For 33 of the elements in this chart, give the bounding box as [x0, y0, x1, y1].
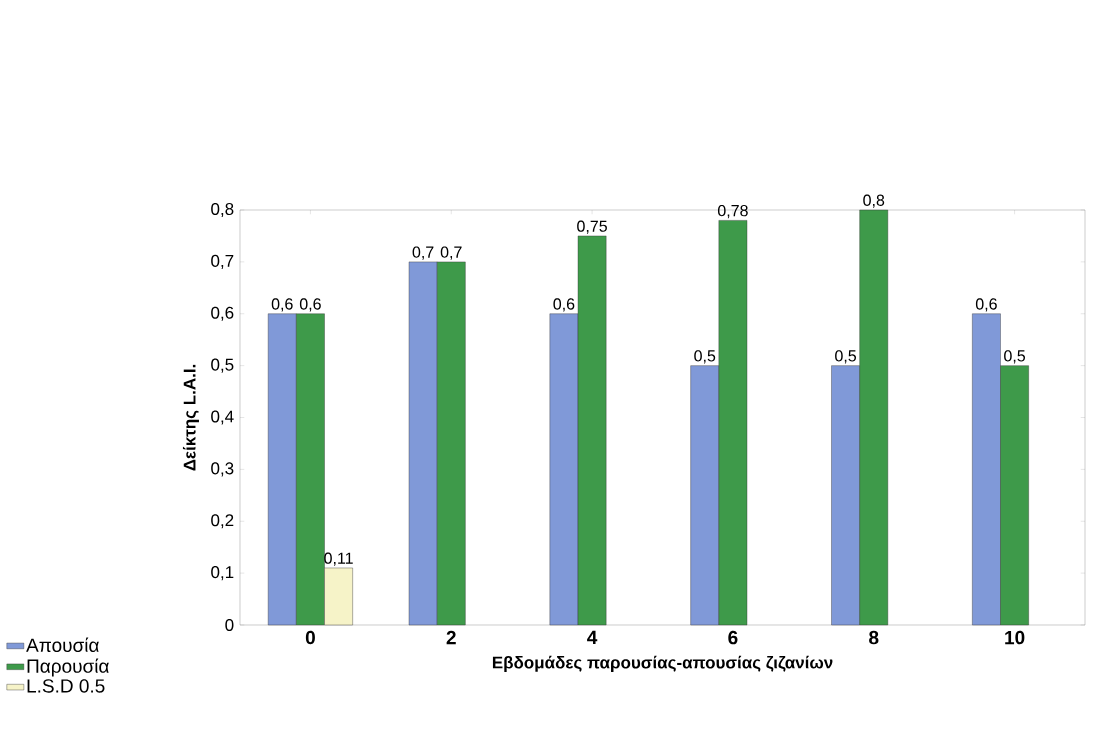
data-label: 0,5 — [835, 350, 857, 364]
data-label: 0,7 — [412, 246, 434, 260]
x-tick-label: 8 — [869, 630, 879, 645]
legend-label: Παρουσία — [27, 658, 109, 677]
data-label: 0,75 — [577, 220, 607, 234]
y-tick-label: 0,7 — [211, 254, 234, 269]
y-tick-label: 0,6 — [211, 306, 234, 321]
y-tick-label: 0,2 — [211, 514, 234, 529]
y-tick-label: 0,3 — [211, 462, 234, 477]
x-axis-title: Εβδομάδες παρουσίας-απουσίας ζιζανίων — [492, 655, 833, 672]
data-label: 0,78 — [717, 204, 748, 219]
legend-label: L.S.D 0.5 — [27, 679, 105, 693]
y-tick-label: 0,8 — [211, 202, 234, 218]
y-tick-label: 0 — [225, 618, 234, 632]
x-tick-label: 10 — [1005, 630, 1025, 645]
x-tick-label: 6 — [728, 630, 738, 645]
x-tick-label: 2 — [446, 630, 456, 645]
data-label: 0,5 — [1004, 350, 1026, 364]
data-label: 0,6 — [553, 298, 575, 312]
y-tick-label: 0,5 — [211, 358, 234, 373]
y-tick-label: 0,1 — [211, 566, 234, 581]
legend-label: Απουσία — [26, 637, 99, 653]
data-label: 0,11 — [324, 552, 353, 566]
data-label: 0,6 — [299, 298, 321, 312]
data-label: 0,6 — [975, 298, 997, 312]
y-axis-title: Δείκτης L.A.I. — [182, 364, 199, 471]
x-tick-label: 4 — [587, 630, 598, 644]
data-label: 0,7 — [440, 246, 462, 260]
x-tick-label: 0 — [305, 630, 315, 645]
data-label: 0,8 — [863, 194, 885, 208]
data-label: 0,6 — [271, 298, 293, 312]
data-label: 0,5 — [694, 350, 716, 364]
y-tick-label: 0,4 — [211, 410, 234, 425]
